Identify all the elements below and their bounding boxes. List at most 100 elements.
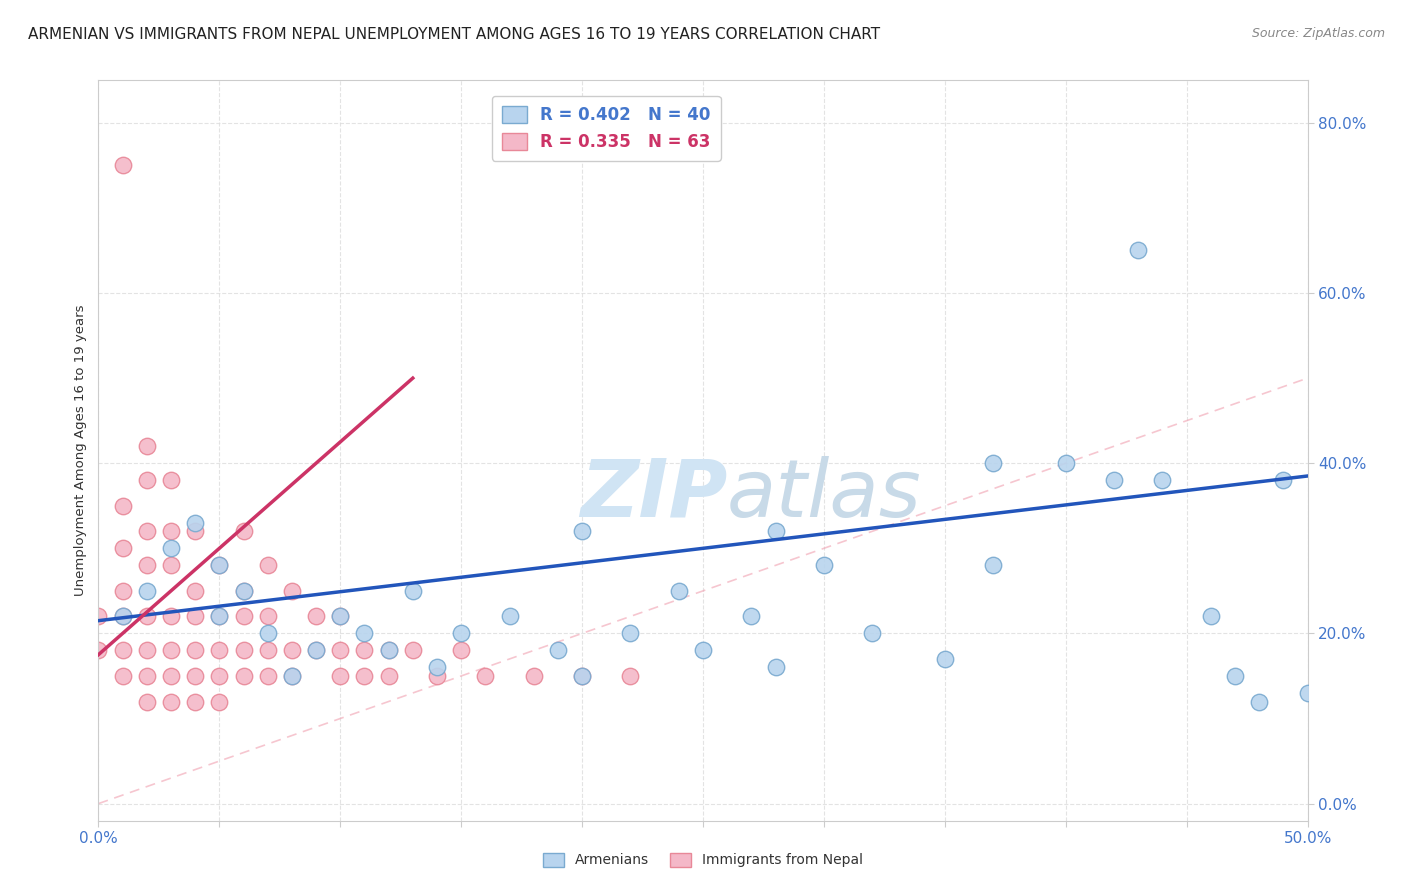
Point bbox=[135, 694, 157, 708]
Point bbox=[571, 669, 593, 683]
Point bbox=[281, 669, 304, 683]
Point bbox=[692, 643, 714, 657]
Point bbox=[232, 524, 254, 539]
Point bbox=[208, 558, 231, 573]
Point bbox=[184, 516, 207, 530]
Point bbox=[208, 558, 231, 573]
Point bbox=[1296, 686, 1319, 700]
Point bbox=[256, 609, 278, 624]
Point bbox=[281, 643, 304, 657]
Point bbox=[135, 643, 157, 657]
Point bbox=[377, 643, 399, 657]
Point bbox=[1249, 694, 1271, 708]
Point bbox=[426, 669, 449, 683]
Point bbox=[232, 609, 254, 624]
Point bbox=[934, 652, 956, 666]
Point bbox=[111, 609, 134, 624]
Point bbox=[111, 158, 134, 172]
Point bbox=[256, 558, 278, 573]
Point bbox=[135, 558, 157, 573]
Point bbox=[426, 660, 449, 674]
Point bbox=[1054, 456, 1077, 470]
Point bbox=[813, 558, 835, 573]
Point bbox=[281, 583, 304, 598]
Point bbox=[329, 609, 352, 624]
Point bbox=[402, 643, 425, 657]
Point bbox=[329, 669, 352, 683]
Point bbox=[450, 626, 472, 640]
Text: ARMENIAN VS IMMIGRANTS FROM NEPAL UNEMPLOYMENT AMONG AGES 16 TO 19 YEARS CORRELA: ARMENIAN VS IMMIGRANTS FROM NEPAL UNEMPL… bbox=[28, 27, 880, 42]
Point bbox=[184, 643, 207, 657]
Point bbox=[184, 609, 207, 624]
Point bbox=[1199, 609, 1222, 624]
Point bbox=[256, 626, 278, 640]
Point bbox=[135, 669, 157, 683]
Point bbox=[111, 643, 134, 657]
Point bbox=[184, 694, 207, 708]
Point bbox=[765, 660, 787, 674]
Text: Source: ZipAtlas.com: Source: ZipAtlas.com bbox=[1251, 27, 1385, 40]
Point bbox=[160, 473, 183, 487]
Point bbox=[281, 669, 304, 683]
Point bbox=[329, 609, 352, 624]
Point bbox=[1272, 473, 1295, 487]
Point bbox=[981, 456, 1004, 470]
Point bbox=[232, 669, 254, 683]
Point bbox=[981, 558, 1004, 573]
Point bbox=[619, 626, 641, 640]
Point bbox=[87, 609, 110, 624]
Point bbox=[305, 643, 328, 657]
Point bbox=[208, 669, 231, 683]
Point bbox=[111, 541, 134, 556]
Point bbox=[523, 669, 546, 683]
Point bbox=[353, 643, 375, 657]
Point bbox=[765, 524, 787, 539]
Point bbox=[160, 643, 183, 657]
Point bbox=[208, 609, 231, 624]
Point bbox=[619, 669, 641, 683]
Text: ZIP: ZIP bbox=[579, 456, 727, 534]
Point bbox=[1128, 244, 1150, 258]
Point bbox=[232, 583, 254, 598]
Point bbox=[547, 643, 569, 657]
Point bbox=[184, 524, 207, 539]
Point bbox=[87, 643, 110, 657]
Point bbox=[571, 524, 593, 539]
Point bbox=[474, 669, 496, 683]
Point bbox=[135, 609, 157, 624]
Point bbox=[208, 643, 231, 657]
Point bbox=[135, 439, 157, 453]
Point bbox=[184, 669, 207, 683]
Point bbox=[256, 643, 278, 657]
Point bbox=[498, 609, 520, 624]
Point bbox=[232, 643, 254, 657]
Point bbox=[860, 626, 883, 640]
Legend: Armenians, Immigrants from Nepal: Armenians, Immigrants from Nepal bbox=[537, 847, 869, 873]
Point bbox=[208, 609, 231, 624]
Point bbox=[111, 583, 134, 598]
Point bbox=[450, 643, 472, 657]
Point bbox=[1102, 473, 1125, 487]
Point bbox=[184, 583, 207, 598]
Point bbox=[160, 541, 183, 556]
Text: atlas: atlas bbox=[727, 456, 922, 534]
Point bbox=[135, 524, 157, 539]
Point bbox=[135, 583, 157, 598]
Point bbox=[160, 609, 183, 624]
Point bbox=[329, 643, 352, 657]
Point bbox=[571, 669, 593, 683]
Point bbox=[160, 524, 183, 539]
Point bbox=[668, 583, 690, 598]
Point bbox=[111, 609, 134, 624]
Point bbox=[353, 669, 375, 683]
Point bbox=[256, 669, 278, 683]
Point bbox=[208, 694, 231, 708]
Point bbox=[135, 473, 157, 487]
Point bbox=[305, 609, 328, 624]
Point bbox=[232, 583, 254, 598]
Point bbox=[111, 499, 134, 513]
Point bbox=[160, 669, 183, 683]
Point bbox=[377, 643, 399, 657]
Point bbox=[1152, 473, 1174, 487]
Point bbox=[1223, 669, 1246, 683]
